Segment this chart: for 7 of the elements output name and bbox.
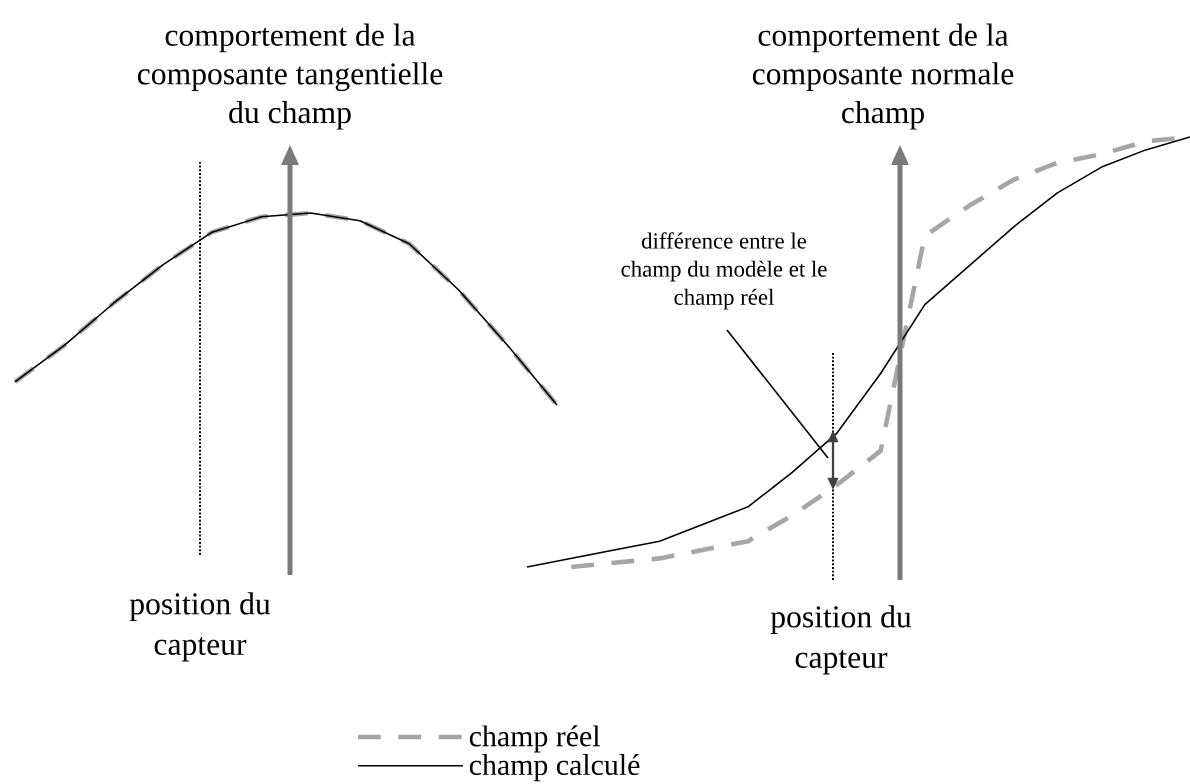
text: position du capteur [770,605,912,675]
legend-label: champ calculé [469,754,640,782]
text: position du capteur [129,592,271,662]
y-axis-title: comportement de la composante normale champ [752,23,1014,130]
legend-label: champ réel [469,725,600,753]
annotation: différence entre le champ du modèle et le champ réel [621,232,827,310]
y-axis-title: comportement de la composante tangentielle du champ [137,23,443,130]
